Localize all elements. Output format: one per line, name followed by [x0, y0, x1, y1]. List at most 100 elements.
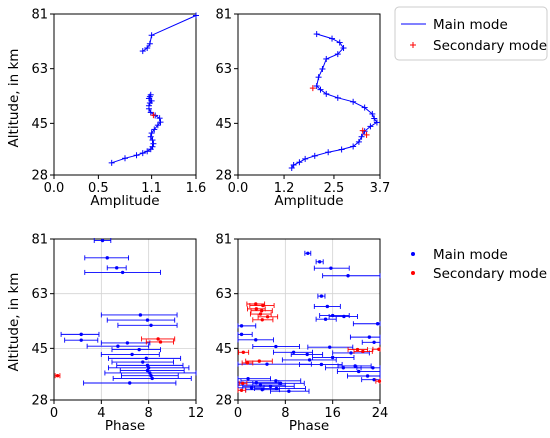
main-mode-point	[145, 368, 150, 373]
main-mode-point	[265, 362, 269, 366]
main-mode-marker	[373, 119, 380, 126]
legend-top-main-label: Main mode	[433, 17, 508, 33]
main-mode-marker	[157, 119, 164, 126]
main-mode-marker	[317, 86, 324, 93]
main-mode-marker	[323, 90, 330, 97]
secondary-mode-point	[156, 337, 160, 341]
x-tick-label: 4	[97, 406, 105, 421]
main-mode-point	[317, 260, 322, 264]
main-mode-point	[115, 266, 119, 270]
main-mode-point	[342, 314, 346, 319]
main-mode-point	[254, 338, 258, 342]
main-mode-marker	[296, 159, 303, 166]
main-mode-marker	[147, 109, 154, 116]
x-tick-label: 0.0	[228, 181, 249, 196]
y-tick-label: 45	[31, 342, 48, 357]
main-mode-marker	[371, 115, 378, 122]
legend-bottom-secondary-label: Secondary mode	[433, 266, 547, 282]
axes-frame	[53, 238, 197, 401]
main-mode-point	[307, 358, 312, 362]
main-mode-marker	[290, 161, 297, 168]
main-mode-point	[346, 274, 350, 278]
main-mode-point	[268, 384, 273, 389]
main-mode-marker	[334, 51, 341, 58]
main-mode-point	[328, 345, 332, 349]
main-mode-point	[138, 313, 143, 317]
main-mode-marker	[311, 152, 318, 159]
x-tick-label: 0	[50, 406, 58, 421]
secondary-mode-point	[259, 308, 264, 313]
main-mode-point	[305, 352, 309, 357]
axes-frame	[53, 13, 197, 176]
x-tick-label: 1.2	[274, 181, 295, 196]
x-tick-label: 8	[281, 406, 289, 421]
main-mode-marker	[148, 32, 155, 39]
phase-panel-right: 0 8 16 24 28 45 63 81 Phase	[215, 233, 388, 435]
main-mode-point	[146, 366, 151, 370]
secondary-mode-point	[245, 361, 250, 365]
main-mode-point	[249, 386, 254, 390]
main-mode-point	[278, 381, 283, 385]
main-mode-point	[100, 238, 105, 243]
secondary-mode-point	[254, 307, 259, 311]
main-mode-marker	[329, 35, 336, 42]
main-mode-marker	[139, 48, 146, 55]
axes-frame	[237, 13, 381, 176]
main-mode-marker	[147, 91, 154, 98]
main-mode-point	[319, 294, 324, 298]
x-tick-label: 0	[234, 406, 242, 421]
main-mode-marker	[144, 148, 151, 155]
main-mode-marker	[288, 165, 295, 172]
main-mode-point	[149, 373, 153, 378]
main-mode-point	[371, 366, 375, 370]
main-mode-marker	[154, 122, 161, 129]
secondary-mode-point	[377, 347, 381, 351]
main-mode-point	[325, 304, 330, 309]
axes-frame	[237, 238, 381, 401]
secondary-mode-point	[258, 312, 263, 316]
main-mode-marker	[355, 138, 362, 145]
x-tick-label: 8	[145, 406, 153, 421]
main-mode-marker	[144, 45, 151, 52]
secondary-mode-marker	[150, 112, 157, 119]
y-tick-label: 81	[215, 233, 232, 248]
main-mode-point	[246, 377, 250, 381]
secondary-mode-point	[257, 359, 261, 363]
main-mode-point	[341, 366, 346, 370]
main-mode-marker	[151, 126, 158, 133]
main-mode-line	[111, 15, 197, 164]
main-mode-point	[375, 322, 380, 326]
main-mode-point	[149, 323, 153, 327]
amplitude-panel-left: 0.0 0.5 1.1 1.6 28 45 63 81 Amplitude	[31, 8, 206, 210]
main-mode-point	[372, 340, 376, 344]
secondary-mode-point	[265, 315, 270, 319]
y-tick-label: 63	[215, 287, 232, 302]
legend-top-secondary-swatch	[410, 42, 416, 48]
main-mode-point	[306, 251, 310, 255]
main-mode-marker	[367, 123, 374, 130]
main-mode-point	[274, 344, 278, 349]
secondary-mode-marker	[363, 131, 370, 138]
main-mode-point	[319, 362, 324, 367]
x-axis-label: Amplitude	[274, 193, 343, 209]
main-mode-point	[367, 335, 372, 339]
main-mode-marker	[313, 31, 320, 38]
main-mode-point	[145, 318, 150, 322]
main-mode-marker	[193, 12, 199, 19]
main-mode-marker	[361, 104, 368, 111]
x-tick-label: 3.7	[370, 181, 391, 196]
secondary-mode-point	[239, 388, 244, 392]
secondary-mode-point	[355, 347, 360, 352]
main-mode-point	[291, 350, 296, 355]
main-mode-marker	[369, 110, 376, 117]
main-mode-point	[116, 344, 120, 348]
y-tick-label: 63	[31, 62, 48, 77]
legend-top: Main mode Secondary mode	[394, 6, 548, 61]
x-axis-label: Amplitude	[90, 193, 159, 209]
y-tick-label: 63	[31, 287, 48, 302]
main-mode-marker	[147, 133, 154, 140]
main-mode-marker	[146, 40, 153, 47]
y-tick-label: 28	[215, 169, 232, 184]
main-mode-marker	[108, 159, 115, 166]
